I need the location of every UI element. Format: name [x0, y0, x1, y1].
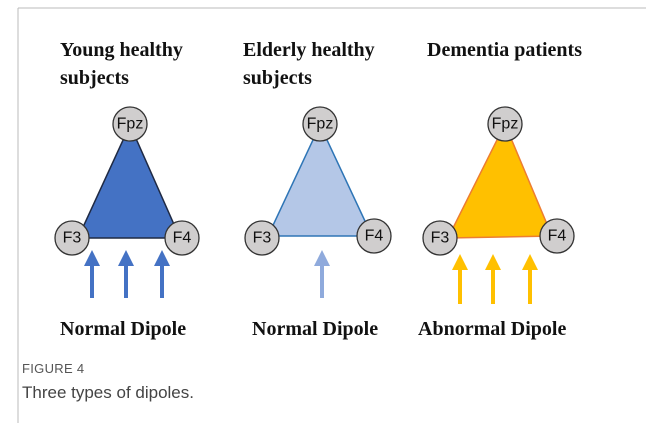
panel-title: Dementia patients — [427, 39, 582, 61]
electrode — [54, 220, 90, 256]
panel-title: Young healthy subjects — [60, 39, 183, 89]
electrode — [302, 106, 338, 142]
electrode-label: Fpz — [307, 116, 334, 133]
electrode-label: F4 — [365, 228, 384, 245]
electrode — [422, 220, 458, 256]
panel-title: Elderly healthy subjects — [243, 39, 375, 89]
electrode — [539, 218, 575, 254]
triangle — [266, 123, 374, 237]
electrode — [244, 220, 280, 256]
electrode-label: F4 — [173, 230, 192, 247]
electrode — [112, 106, 148, 142]
dipole-label: Abnormal Dipole — [418, 318, 567, 340]
electrode-label: F4 — [548, 228, 567, 245]
dipole-label: Normal Dipole — [252, 318, 379, 340]
triangle — [76, 123, 182, 239]
electrode-label: Fpz — [117, 116, 144, 133]
arrows — [452, 254, 538, 304]
figure-label: FIGURE 4 — [22, 361, 85, 376]
electrode — [356, 218, 392, 254]
figure-caption: Three types of dipoles. — [22, 383, 194, 402]
triangle — [446, 122, 554, 239]
electrode-label: Fpz — [492, 116, 519, 133]
electrode-label: F3 — [63, 230, 82, 247]
electrode — [164, 220, 200, 256]
nodes: Fpz F3 F4 Fpz F3 F4 Fpz F3 F4 — [54, 106, 575, 256]
electrode — [487, 106, 523, 142]
electrode-label: F3 — [431, 230, 450, 247]
dipole-label: Normal Dipole — [60, 318, 187, 340]
electrode-label: F3 — [253, 230, 272, 247]
arrows — [84, 250, 170, 298]
